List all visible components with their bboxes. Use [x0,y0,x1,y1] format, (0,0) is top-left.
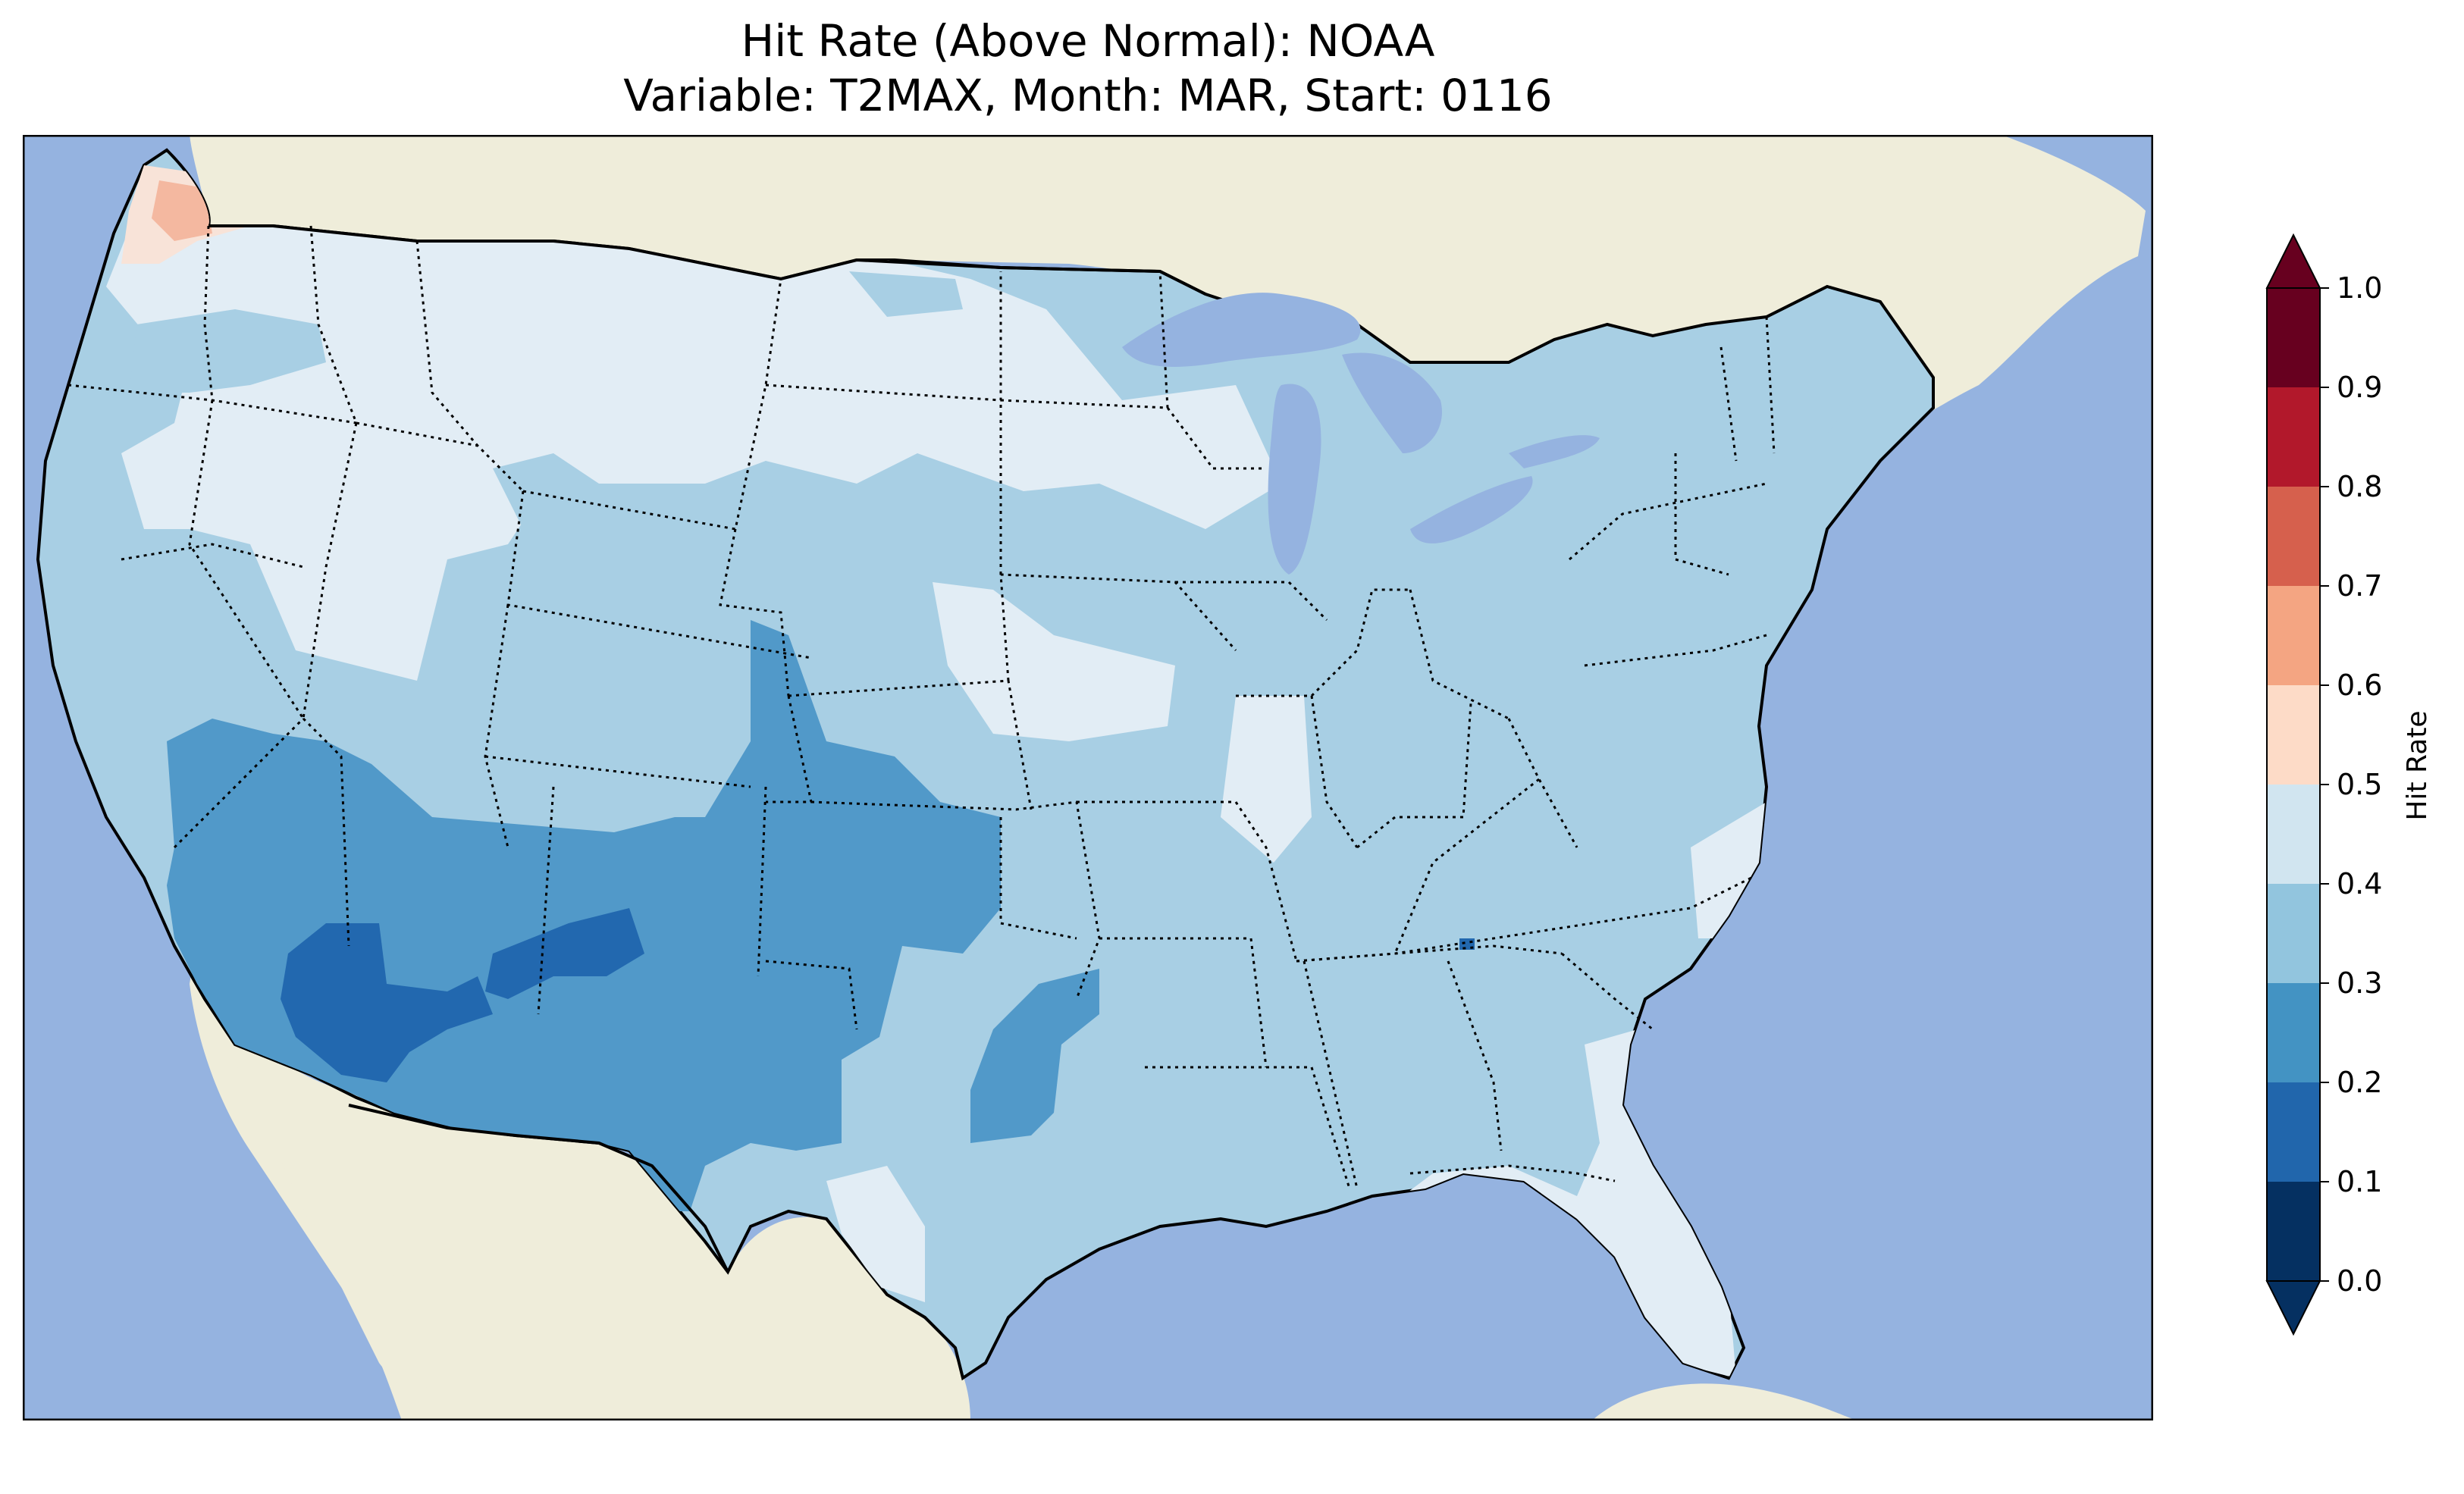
colorbar-tick-label: 0.0 [2337,1264,2382,1298]
great-lakes [1122,293,1600,575]
region-0.3-0.4-plains-north [493,453,948,620]
colorbar-segments [2265,233,2321,1336]
colorbar-tick-label: 0.6 [2337,669,2382,702]
colorbar: 0.0 0.1 0.2 0.3 0.4 0.5 0.6 0.7 0.8 0.9 1.0 Hit Ra… [2265,233,2433,1336]
title-line-2: Variable: T2MAX, Month: MAR, Start: 0116 [623,70,1553,121]
lake-erie [1410,476,1533,543]
region-0.1-0.2-nm [485,908,644,999]
colorbar-tick-label: 0.1 [2337,1165,2382,1198]
colorbar-tick-label: 0.3 [2337,966,2382,1000]
region-0.4-0.5-north [106,211,1281,681]
title-block: Hit Rate (Above Normal): NOAA Variable: … [23,14,2153,123]
canada-land [190,135,2146,583]
colorbar-segment [2267,1082,2320,1182]
title-line-1: Hit Rate (Above Normal): NOAA [741,15,1435,67]
map-panel [23,135,2153,1420]
lake-ontario [1509,435,1600,468]
colorbar-segment [2267,884,2320,983]
region-0.4-0.5-missouri [1221,696,1312,863]
colorbar-segment [2267,1182,2320,1281]
colorbar-tick-label: 0.8 [2337,470,2382,503]
colorbar-segment [2267,586,2320,685]
colorbar-tick-label: 0.7 [2337,569,2382,603]
colorbar-over-extend [2265,233,2321,289]
country-borders [208,224,1206,1273]
cuba-land [1592,1383,1857,1420]
lake-superior [1122,293,1361,367]
colorbar-segment [2267,288,2320,387]
colorbar-segment [2267,685,2320,785]
lake-huron [1342,352,1442,453]
region-0.6-0.7-wa [152,180,212,241]
region-0.3-0.4-northeast [1721,324,1865,499]
region-0.1-0.2-az [281,923,493,1082]
region-0.2-0.3-ok-ar [970,969,1099,1143]
map-frame [23,135,2153,1420]
colorbar-segment [2267,487,2320,586]
colorbar-segment [2267,785,2320,884]
colorbar-tick-label: 0.9 [2337,371,2382,404]
region-0.4-0.5-nebraska [933,582,1175,741]
colorbar-tick-label: 0.4 [2337,867,2382,900]
region-0.3-0.4-north-band [129,309,326,393]
colorbar-segment [2267,387,2320,487]
colorbar-label: Hit Rate [2402,710,2433,820]
state-borders [67,225,1776,1189]
colorbar-under-extend [2265,1280,2321,1336]
region-0.4-0.5-texas-south [826,1166,925,1302]
lake-michigan [1268,384,1321,575]
colorbar-segment [2267,983,2320,1082]
colorbar-tick-label: 0.5 [2337,768,2382,801]
colorbar-ticks: 0.0 0.1 0.2 0.3 0.4 0.5 0.6 0.7 0.8 0.9 1.0 [2320,271,2382,1298]
region-0.3-0.4-nd [849,271,963,317]
colorbar-tick-label: 0.2 [2337,1066,2382,1099]
colorbar-tick-label: 1.0 [2337,271,2382,305]
